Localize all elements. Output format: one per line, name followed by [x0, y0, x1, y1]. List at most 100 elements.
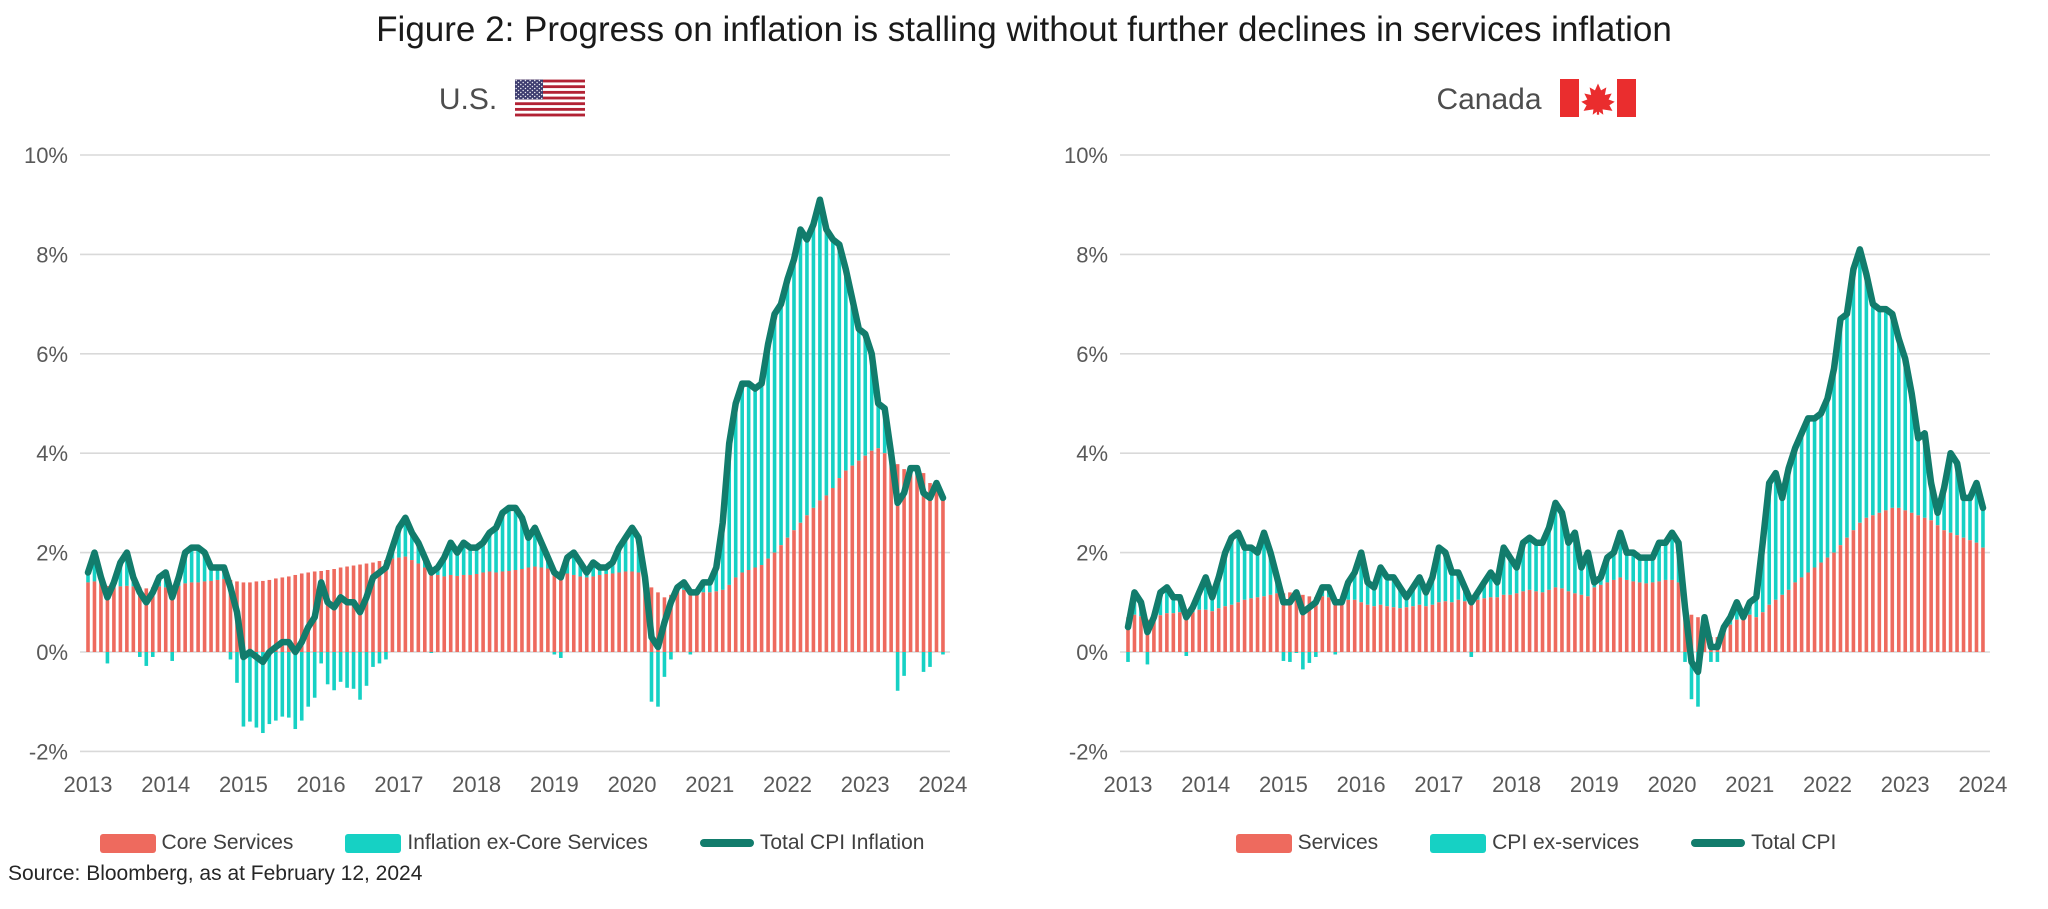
bar [1670, 532, 1674, 580]
x-tick-label: 2020 [608, 772, 657, 797]
x-tick-label: 2021 [685, 772, 734, 797]
bar [895, 464, 900, 652]
x-tick-label: 2020 [1648, 772, 1697, 797]
bar [1722, 632, 1726, 652]
bar [487, 571, 492, 652]
bar [1262, 596, 1266, 652]
bar [1495, 597, 1499, 652]
bar [377, 561, 382, 652]
bar [863, 455, 868, 652]
bar [105, 652, 110, 664]
us-panel-header: U.S. [0, 76, 1024, 124]
bar [1534, 542, 1538, 592]
bar [1812, 567, 1817, 652]
bar [1961, 497, 1966, 538]
bar [442, 557, 447, 577]
bar [150, 652, 155, 657]
bar [1372, 606, 1376, 652]
bar [869, 450, 874, 652]
bar [837, 478, 842, 652]
bar [1825, 398, 1830, 558]
bar [610, 562, 615, 574]
bar [850, 299, 855, 466]
bar [630, 571, 634, 652]
bar [209, 567, 213, 581]
bar [429, 571, 434, 652]
bar [261, 652, 265, 734]
x-tick-label: 2016 [1337, 772, 1386, 797]
bar [1326, 597, 1331, 652]
y-tick-label: -2% [29, 739, 68, 764]
bar [1566, 591, 1571, 652]
bar [299, 573, 304, 652]
bar [1547, 589, 1551, 652]
bar [941, 652, 945, 655]
bar [785, 279, 790, 538]
bar [1618, 577, 1623, 652]
bar [1508, 594, 1512, 652]
bar [1378, 567, 1383, 605]
x-tick-label: 2018 [1492, 772, 1541, 797]
bar [1599, 584, 1603, 652]
bar [1618, 532, 1623, 578]
bar [1268, 594, 1273, 652]
bar [1864, 517, 1869, 652]
bar [1955, 535, 1959, 652]
bar [876, 448, 880, 652]
bar [1806, 572, 1810, 652]
bar [1896, 338, 1901, 508]
figure-title: Figure 2: Progress on inflation is stall… [376, 10, 1672, 49]
bar [552, 652, 557, 655]
us-ex-services-bars [86, 199, 945, 734]
bar [1605, 582, 1610, 652]
bar [1424, 606, 1428, 652]
bar [1573, 593, 1577, 652]
bar [286, 576, 291, 652]
bar [481, 572, 485, 652]
bar [1637, 557, 1642, 583]
bar [1430, 604, 1435, 652]
bar [105, 585, 110, 652]
bar [934, 487, 939, 652]
bar [500, 571, 505, 652]
bar [1760, 542, 1765, 613]
bar [869, 353, 874, 451]
bar [118, 586, 123, 652]
bar [1650, 582, 1655, 652]
bar [1359, 602, 1363, 652]
bar [1903, 358, 1908, 511]
legend-label: Inflation ex-Core Services [407, 831, 648, 854]
bar [209, 580, 213, 652]
bar [688, 589, 693, 652]
bar [520, 517, 524, 570]
legend-swatch-bar [1430, 833, 1487, 853]
bar [306, 572, 311, 652]
bar [1909, 393, 1914, 513]
bar [1812, 418, 1817, 568]
bar [118, 562, 123, 587]
bar [1715, 652, 1720, 662]
bar [714, 567, 719, 592]
bar [1307, 596, 1312, 652]
bar [915, 475, 919, 652]
bar [170, 588, 175, 652]
y-tick-label: 10% [24, 143, 68, 168]
bar [1767, 604, 1772, 652]
bar [831, 487, 835, 652]
bar [125, 552, 129, 586]
x-tick-label: 2024 [1958, 772, 2007, 797]
bar [170, 652, 175, 661]
bar [1851, 269, 1856, 531]
bar [1942, 530, 1946, 652]
x-tick-label: 2022 [763, 772, 812, 797]
bar [1916, 515, 1920, 652]
bar [1178, 612, 1182, 652]
bar [1573, 532, 1577, 594]
bar [740, 572, 744, 652]
bar [1838, 545, 1843, 652]
bar [248, 582, 252, 652]
bar [261, 580, 265, 652]
x-tick-label: 2024 [918, 772, 967, 797]
bar [1948, 453, 1953, 533]
ca-total-cpi-line [1124, 246, 1987, 676]
